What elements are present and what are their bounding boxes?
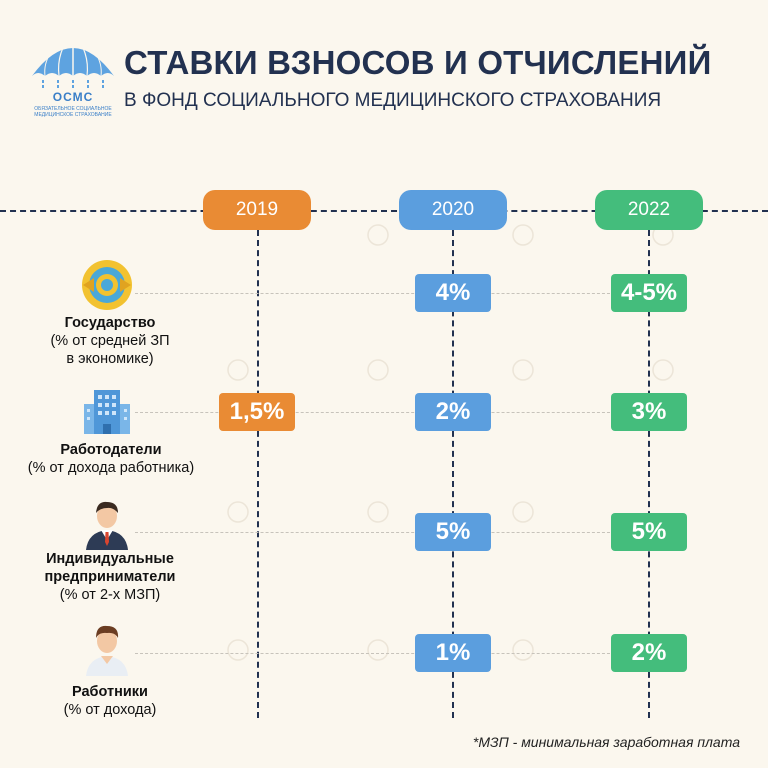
- row-title: Работники: [72, 684, 148, 700]
- row-subtitle: (% от дохода): [63, 702, 157, 718]
- businessman-icon: [86, 501, 128, 550]
- row-label-employers: Работодатели (% от дохода работника): [5, 441, 217, 477]
- column-line-2019: [257, 230, 259, 718]
- rate-entrepreneurs-2022: 5%: [611, 513, 687, 551]
- rate-employers-2022: 3%: [611, 393, 687, 431]
- row-label-entrepreneurs: Индивидуальные предприниматели (% от 2-х…: [10, 550, 210, 604]
- page-subtitle: В ФОНД СОЦИАЛЬНОГО МЕДИЦИНСКОГО СТРАХОВА…: [124, 90, 662, 111]
- footnote: *МЗП - минимальная заработная плата: [472, 734, 740, 750]
- row-guide: [135, 653, 615, 654]
- page-title: СТАВКИ ВЗНОСОВ И ОТЧИСЛЕНИЙ: [124, 44, 712, 81]
- row-label-state: Государство (% от средней ЗП в экономике…: [10, 314, 210, 368]
- rate-state-2022: 4-5%: [611, 274, 687, 312]
- row-guide: [135, 412, 615, 413]
- worker-icon: [86, 625, 128, 676]
- logo-text: ОСМС: [52, 90, 94, 104]
- column-line-2022: [648, 230, 650, 718]
- rate-employers-2019: 1,5%: [219, 393, 295, 431]
- rate-workers-2022: 2%: [611, 634, 687, 672]
- state-emblem-icon: [82, 260, 132, 310]
- row-subtitle: (% от средней ЗП: [50, 333, 170, 349]
- timeline-line: [0, 210, 768, 212]
- rate-entrepreneurs-2020: 5%: [415, 513, 491, 551]
- row-title: Индивидуальные: [46, 551, 174, 567]
- year-badge-2019: 2019: [203, 190, 311, 230]
- row-guide: [135, 293, 615, 294]
- year-badge-2020: 2020: [399, 190, 507, 230]
- office-building-icon: [84, 390, 130, 434]
- rate-workers-2020: 1%: [415, 634, 491, 672]
- row-subtitle: (% от дохода работника): [27, 460, 195, 476]
- rate-state-2020: 4%: [415, 274, 491, 312]
- row-title: Государство: [64, 315, 156, 331]
- row-subtitle: в экономике): [66, 351, 154, 367]
- umbrella-icon: [32, 31, 114, 90]
- row-title-line2: предприниматели: [44, 569, 176, 585]
- row-guide: [135, 532, 615, 533]
- year-badge-2022: 2022: [595, 190, 703, 230]
- logo-subtext: ОБЯЗАТЕЛЬНОЕ СОЦИАЛЬНОЕ МЕДИЦИНСКОЕ СТРА…: [34, 106, 112, 118]
- row-subtitle: (% от 2-х МЗП): [59, 587, 161, 603]
- rate-employers-2020: 2%: [415, 393, 491, 431]
- row-label-workers: Работники (% от дохода): [10, 683, 210, 719]
- row-title: Работодатели: [60, 442, 162, 458]
- column-line-2020: [452, 230, 454, 718]
